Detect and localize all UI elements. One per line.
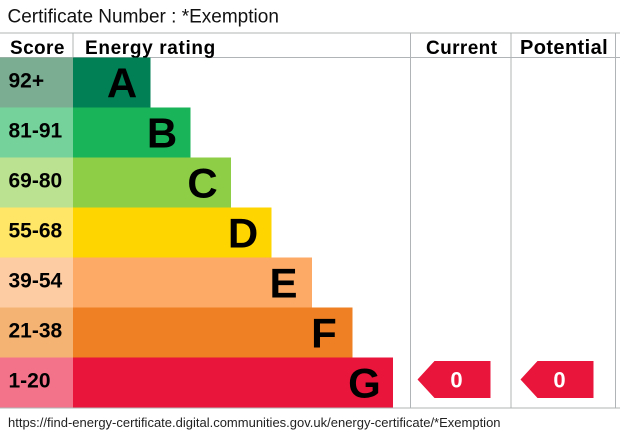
svg-text:0: 0	[450, 368, 462, 393]
svg-text:55-68: 55-68	[9, 220, 63, 243]
svg-text:69-80: 69-80	[9, 170, 63, 193]
svg-text:https://find-energy-certificat: https://find-energy-certificate.digital.…	[8, 415, 501, 430]
svg-text:39-54: 39-54	[9, 270, 63, 293]
svg-text:92+: 92+	[9, 70, 45, 93]
svg-text:Current: Current	[426, 38, 498, 59]
svg-text:F: F	[311, 310, 337, 357]
svg-text:G: G	[348, 360, 381, 407]
svg-text:Certificate Number : *Exemptio: Certificate Number : *Exemption	[8, 7, 279, 28]
svg-text:Energy rating: Energy rating	[85, 38, 216, 59]
svg-text:B: B	[147, 110, 177, 157]
svg-text:C: C	[187, 160, 217, 207]
svg-text:Potential: Potential	[520, 37, 608, 59]
svg-text:A: A	[107, 60, 137, 107]
svg-text:21-38: 21-38	[9, 320, 63, 343]
svg-text:E: E	[269, 260, 297, 307]
svg-text:Score: Score	[10, 38, 65, 59]
svg-text:D: D	[228, 210, 258, 257]
svg-text:81-91: 81-91	[9, 120, 63, 143]
svg-text:1-20: 1-20	[9, 370, 51, 393]
svg-text:0: 0	[553, 368, 565, 393]
